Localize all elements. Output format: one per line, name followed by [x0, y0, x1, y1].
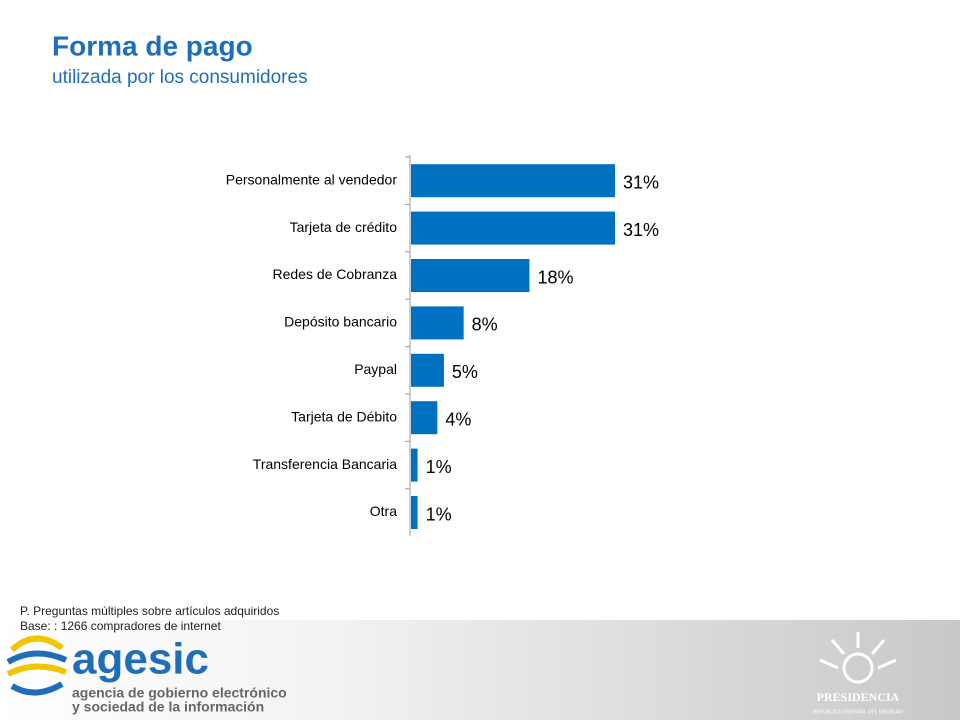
logo-caption: y sociedad de la información — [72, 699, 264, 715]
bar — [411, 164, 615, 198]
bar — [411, 401, 438, 435]
bar — [411, 211, 615, 245]
bar — [411, 259, 530, 292]
value-label: 18% — [537, 267, 573, 287]
chart-subtitle: utilizada por los consumidores — [52, 67, 308, 88]
agesic-icon — [6, 635, 68, 696]
value-label: 8% — [472, 315, 498, 335]
value-label: 31% — [623, 172, 659, 192]
category-label: Tarjeta de Débito — [291, 408, 397, 424]
bar — [411, 306, 464, 340]
value-label: 5% — [452, 362, 478, 382]
category-label: Personalmente al vendedor — [226, 171, 398, 187]
value-label: 31% — [623, 220, 659, 240]
logo-text: agesic — [72, 635, 209, 684]
category-label: Paypal — [354, 361, 397, 377]
bar — [411, 353, 444, 387]
presidencia-sun — [819, 632, 897, 684]
value-label: 1% — [426, 504, 452, 524]
footer-band — [0, 620, 960, 720]
category-label: Depósito bancario — [284, 314, 397, 330]
logo-caption: agencia de gobierno electrónico — [72, 685, 287, 701]
presidencia-sub: REPÚBLICA ORIENTAL DEL URUGUAY — [813, 708, 905, 715]
category-label: Redes de Cobranza — [272, 266, 397, 282]
value-label: 1% — [426, 457, 452, 477]
category-label: Transferencia Bancaria — [253, 456, 397, 472]
category-label: Tarjeta de crédito — [290, 219, 398, 235]
chart-title: Forma de pago — [52, 30, 253, 61]
category-label: Otra — [370, 503, 397, 519]
note: Base: : 1266 compradores de internet — [20, 619, 221, 633]
bar — [411, 448, 418, 482]
presidencia: PRESIDENCIA — [817, 690, 900, 704]
value-label: 4% — [445, 409, 471, 429]
bar — [411, 496, 418, 529]
note: P. Preguntas múltiples sobre artículos a… — [20, 604, 279, 618]
